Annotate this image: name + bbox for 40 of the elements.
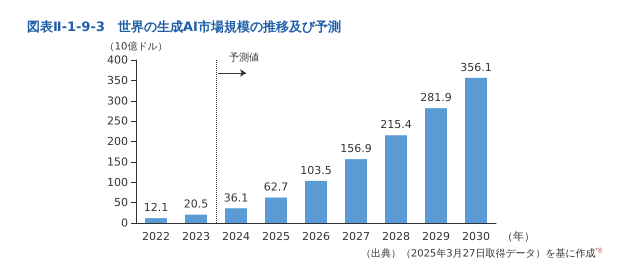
x-tick-label: 2023: [182, 230, 210, 243]
chart-title: 図表Ⅱ-1-9-3 世界の生成AI市場規模の推移及び予測: [27, 19, 341, 35]
bar: [305, 180, 327, 223]
bar: [145, 218, 167, 223]
y-tick-label: 0: [121, 216, 128, 230]
bar: [425, 108, 447, 223]
x-tick-label: 2024: [222, 230, 250, 243]
bar: [185, 214, 207, 223]
data-label: 12.1: [144, 201, 168, 214]
x-axis-title: （年）: [502, 230, 535, 243]
bar: [465, 78, 487, 223]
data-label: 20.5: [184, 198, 208, 211]
bar: [225, 208, 247, 223]
y-tick-label: 250: [107, 114, 128, 128]
x-tick-label: 2022: [142, 230, 170, 243]
y-tick-label: 400: [107, 54, 128, 66]
data-label: 156.9: [340, 142, 372, 156]
y-tick-label: 350: [107, 74, 128, 87]
data-label: 36.1: [224, 191, 248, 204]
bar: [265, 197, 287, 223]
y-tick-label: 50: [114, 196, 128, 210]
data-label: 215.4: [380, 118, 412, 132]
data-label: 62.7: [264, 180, 288, 194]
ref-line-label: 予測値: [229, 52, 259, 64]
x-tick-label: 2028: [382, 230, 410, 243]
y-tick-label: 100: [107, 176, 128, 189]
data-label: 356.1: [460, 60, 492, 74]
data-label: 103.5: [300, 164, 332, 177]
x-tick-label: 2029: [422, 230, 450, 243]
x-tick-label: 2030: [462, 230, 490, 243]
x-tick-label: 2027: [342, 230, 370, 243]
y-tick-label: 200: [107, 135, 128, 148]
bar: [345, 159, 367, 223]
bar: [385, 135, 407, 223]
x-tick-label: 2025: [262, 230, 290, 243]
y-axis-title: （10億ドル）: [104, 40, 168, 52]
x-tick-label: 2026: [302, 230, 330, 243]
data-label: 281.9: [420, 91, 452, 104]
y-tick-label: 300: [107, 94, 128, 108]
y-tick-label: 150: [107, 155, 128, 168]
